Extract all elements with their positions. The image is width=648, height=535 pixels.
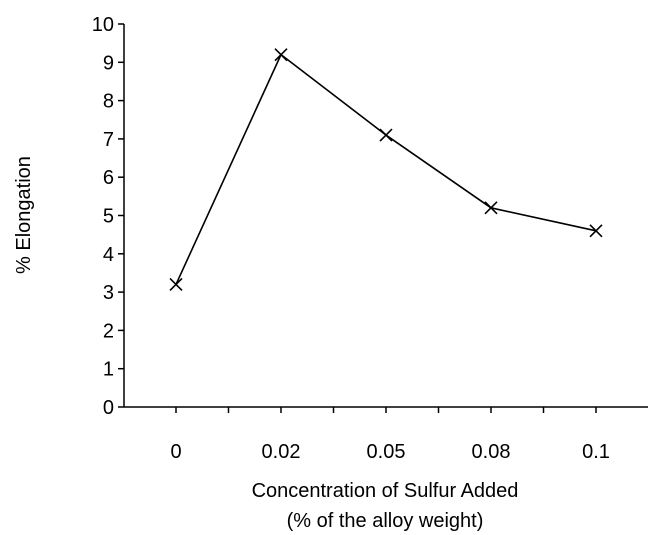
data-point-marker — [589, 224, 603, 238]
y-tick-label: 3 — [103, 282, 114, 304]
y-tick-label: 7 — [103, 129, 114, 151]
y-tick-label: 1 — [103, 359, 114, 381]
marker-stroke — [169, 277, 183, 292]
y-axis-ticks: 0 1 2 3 4 5 6 7 8 9 10 — [92, 14, 124, 419]
data-point-marker — [169, 277, 183, 292]
y-tick-label: 9 — [103, 52, 114, 74]
y-tick-label: 8 — [103, 91, 114, 113]
x-axis-title-line-1: Concentration of Sulfur Added — [252, 480, 519, 502]
marker-stroke — [274, 48, 288, 62]
x-tick-label: 0.08 — [472, 441, 511, 463]
y-tick-label: 10 — [92, 14, 114, 36]
x-axis-title-line-2: (% of the alloy weight) — [287, 510, 484, 532]
data-point-marker — [379, 128, 393, 142]
x-tick-label: 0.02 — [262, 441, 301, 463]
marker-stroke — [589, 224, 603, 238]
x-tick-label: 0 — [170, 441, 181, 463]
data-point-marker — [484, 201, 498, 215]
y-tick-label: 6 — [103, 167, 114, 189]
series-group — [169, 48, 603, 292]
marker-stroke — [379, 128, 393, 142]
y-tick-label: 2 — [103, 320, 114, 342]
y-axis-title: % Elongation — [13, 156, 35, 274]
y-tick-label: 5 — [103, 206, 114, 228]
x-axis-ticks: 0 0.02 0.05 0.08 0.1 — [170, 407, 610, 463]
x-tick-label: 0.1 — [582, 441, 610, 463]
x-tick-label: 0.05 — [367, 441, 406, 463]
marker-stroke — [484, 201, 498, 215]
y-tick-label: 0 — [103, 397, 114, 419]
data-point-marker — [274, 48, 288, 62]
series-line — [175, 53, 597, 285]
axes — [123, 24, 648, 408]
y-tick-label: 4 — [103, 244, 114, 266]
